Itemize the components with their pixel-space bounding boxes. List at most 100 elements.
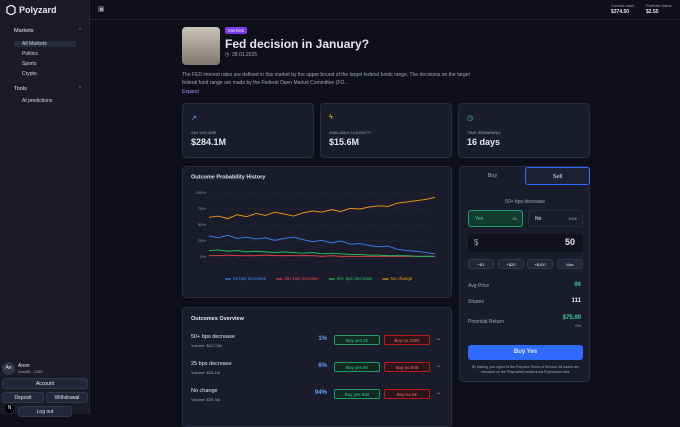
stat-value: 16 days	[467, 137, 501, 147]
withdrawal-button[interactable]: Withdrawal	[46, 392, 88, 403]
market-date: 28.01.2025	[232, 52, 258, 58]
yes-button[interactable]: Yes 0¢	[468, 210, 523, 227]
outcome-name: No change	[191, 388, 218, 394]
expand-chevron[interactable]: ⌄	[436, 363, 442, 369]
section-title[interactable]: Tools	[14, 86, 27, 92]
logo	[6, 5, 16, 15]
legend-label: No change	[391, 276, 413, 281]
y-tick-label: 100%	[196, 190, 207, 195]
logout-button[interactable]: Log out	[18, 406, 72, 417]
currency: $	[474, 238, 479, 247]
return-label: Potential Return	[468, 319, 504, 325]
expand-chevron[interactable]: ⌄	[436, 390, 442, 396]
description: The FED interest rates are defined in th…	[182, 72, 470, 86]
section-title[interactable]: Markets	[14, 28, 34, 34]
outcomes-card: Outcomes Overview 50+ bps decrease Volume…	[182, 307, 452, 427]
no-button[interactable]: No 100¢	[528, 210, 583, 227]
tag: Markets	[225, 27, 248, 34]
chevron[interactable]: ⌃	[78, 28, 83, 34]
portfolio-value: $2.55	[646, 9, 659, 15]
cash-value: $374.50	[611, 9, 630, 15]
stat-icon: ◷	[467, 115, 474, 122]
outcome-chance: 94%	[314, 390, 327, 396]
expand-link[interactable]: Expand	[182, 89, 199, 95]
avg-value: 0¢	[574, 282, 581, 288]
buy-yes-button[interactable]: Buy yes 6¢	[334, 362, 380, 372]
outcome-volume: Volume: $29.3M	[191, 397, 220, 402]
buy-yes-button[interactable]: Buy yes 94¢	[334, 389, 380, 399]
selected-outcome: 50+ bps decrease	[505, 199, 545, 205]
avatar: An	[2, 362, 15, 375]
nav-item[interactable]: All Markets	[14, 41, 76, 47]
avg-label: Avg Price	[468, 283, 490, 289]
account-button[interactable]: Account	[2, 378, 88, 389]
nav-item[interactable]: AI predictions	[22, 98, 53, 104]
stat-card: ↗ 24H VOLUME $284.1M	[182, 103, 314, 158]
stat-icon: ↗	[191, 115, 197, 122]
outcome-name: 25 bps decrease	[191, 361, 232, 367]
collapse-icon[interactable]: ▣	[98, 6, 105, 13]
return-value: $75.00	[562, 315, 581, 321]
shares-label: Shares	[468, 299, 484, 305]
outcome-name: 50+ bps decrease	[191, 334, 235, 340]
no-label: No	[535, 216, 542, 222]
quick-button[interactable]: +$100	[527, 259, 553, 269]
outcome-chance: 1%	[318, 336, 327, 342]
outcome-chance: 6%	[318, 363, 327, 369]
buy-yes-button[interactable]: Buy Yes	[468, 345, 583, 360]
outcomes-title: Outcomes Overview	[191, 316, 244, 322]
buy-tab[interactable]: Buy	[487, 173, 498, 179]
market-title: Fed decision in January?	[225, 37, 370, 51]
stat-card: ϟ AVAILABLE LIQUIDITY $15.6M	[320, 103, 452, 158]
badge: N	[5, 404, 14, 413]
top-bar: ▣ Current cash $374.50 Portfolio Value $…	[90, 0, 680, 20]
series-line	[208, 234, 436, 255]
user-name: Anon	[18, 363, 30, 369]
amount: 50	[564, 237, 575, 247]
quick-button[interactable]: +$20	[498, 259, 524, 269]
stat-card: ◷ TIME REMAINING 16 days	[458, 103, 590, 158]
amount-input[interactable]: $ 50	[468, 234, 583, 252]
sell-tab[interactable]: Sell	[525, 167, 590, 185]
date-icon: ◷	[225, 52, 230, 58]
legend-label: 25 bps decrease	[233, 276, 267, 281]
quick-button[interactable]: Max	[557, 259, 583, 269]
nav-item[interactable]: Crypto	[22, 71, 37, 77]
user-address: 0xa4f6...2283	[18, 369, 43, 374]
shares-value: 111	[571, 298, 581, 304]
portfolio-label: Portfolio Value	[646, 3, 672, 8]
chart-title: Outcome Probability History	[191, 174, 266, 180]
nav-item[interactable]: Politics	[22, 51, 38, 57]
disclaimer: By trading, you agree to the Polyzard Te…	[472, 365, 579, 374]
series-line	[208, 249, 435, 257]
expand-chevron[interactable]: ⌄	[436, 336, 442, 342]
buy-no-button[interactable]: Buy no 100¢	[384, 335, 430, 345]
stat-value: $15.6M	[329, 137, 360, 147]
chart: Outcome Probability History 0% 25% 50% 75% 1…	[191, 174, 436, 281]
buy-no-button[interactable]: Buy no 94¢	[384, 362, 430, 372]
deposit-button[interactable]: Deposit	[2, 392, 44, 403]
y-tick-label: 0%	[200, 254, 206, 259]
buy-yes-button[interactable]: Buy yes 0¢	[334, 335, 380, 345]
stat-label: AVAILABLE LIQUIDITY	[329, 130, 371, 135]
legend-label: 50+ bps decrease	[337, 276, 373, 281]
y-tick-label: 25%	[198, 238, 206, 243]
chart-card: Outcome Probability History 0% 25% 50% 75% 1…	[182, 166, 452, 298]
y-tick-label: 75%	[198, 206, 206, 211]
y-tick-label: 50%	[198, 222, 206, 227]
trade-panel: Buy Sell 50+ bps decrease Yes 0¢ No 100¢…	[459, 166, 590, 382]
outcome-volume: Volume: $117.2M	[191, 343, 222, 348]
yes-label: Yes	[475, 216, 484, 222]
outcome-volume: Volume: $28.1M	[191, 370, 220, 375]
legend-label: 25+ bps increase	[284, 276, 319, 281]
sidebar: Polyzard Markets ⌃ All Markets Politics …	[0, 0, 90, 417]
nav-item[interactable]: Sports	[22, 61, 37, 67]
market-image	[182, 27, 220, 65]
no-price: 100¢	[568, 216, 577, 221]
stat-label: 24H VOLUME	[191, 130, 217, 135]
cash-label: Current cash	[611, 3, 634, 8]
chevron[interactable]: ⌃	[78, 86, 83, 92]
buy-no-button[interactable]: Buy no 6¢	[384, 389, 430, 399]
quick-button[interactable]: +$1	[468, 259, 494, 269]
